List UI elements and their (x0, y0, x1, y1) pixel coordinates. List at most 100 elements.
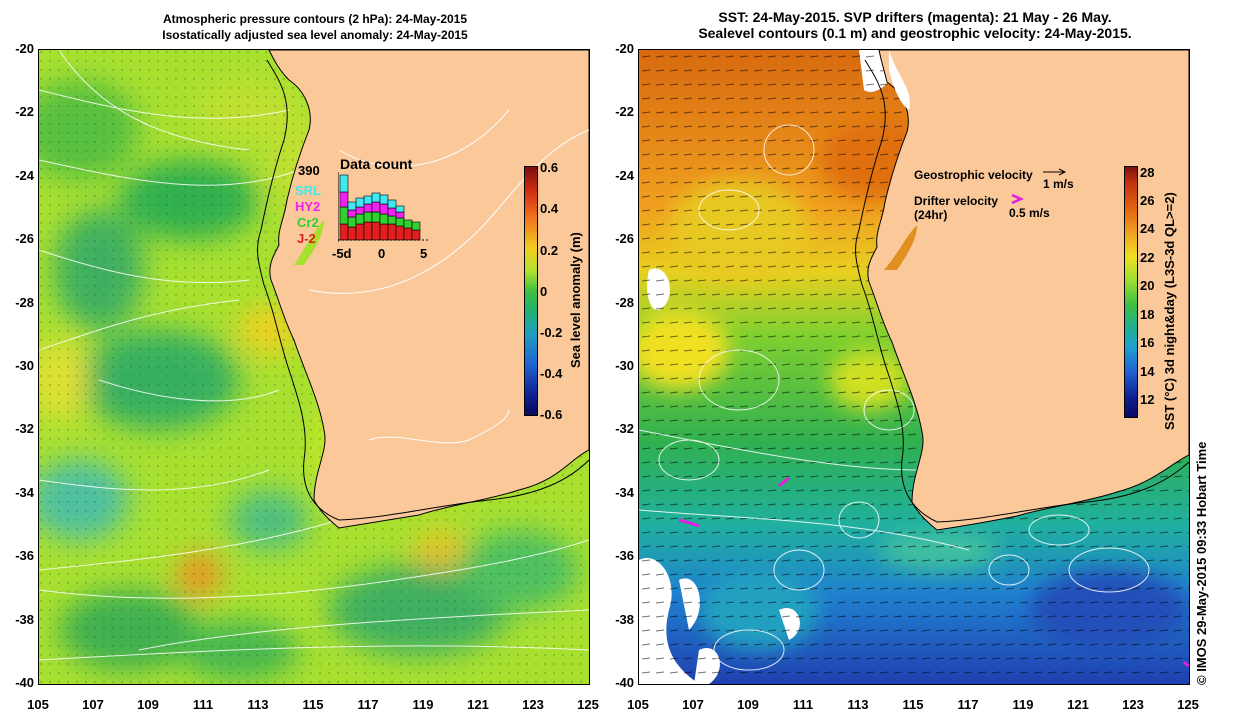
lon-tick-label: 119 (412, 697, 434, 712)
sst-tick: 26 (1140, 193, 1155, 208)
sea-level-anomaly-map (38, 49, 590, 685)
lon-tick-label: 105 (627, 697, 649, 712)
imos-credit: © IMOS 29-May-2015 09:33 Hobart Time (1194, 441, 1209, 685)
lat-tick-label: -20 (15, 41, 34, 56)
lat-tick-label: -40 (615, 675, 634, 690)
lon-tick-label: 119 (1012, 697, 1034, 712)
sst-tick: 22 (1140, 250, 1155, 265)
legend-j2: J-2 (297, 231, 316, 246)
shelf-break-contour (257, 59, 589, 521)
australia-land (268, 50, 589, 529)
left-title-line1: Atmospheric pressure contours (2 hPa): 2… (162, 12, 468, 26)
left-title-line2: Isostatically adjusted sea level anomaly… (162, 28, 468, 42)
sst-tick: 20 (1140, 278, 1155, 293)
lon-tick-label: 107 (82, 697, 104, 712)
right-title-line1: SST: 24-May-2015. SVP drifters (magenta)… (718, 9, 1112, 25)
lon-tick-label: 111 (792, 697, 814, 712)
hist-tick: -5d (332, 246, 352, 261)
sst-tick: 18 (1140, 307, 1155, 322)
sealevel-contours (639, 124, 1150, 671)
sla-colorbar-title: Sea level anomaly (m) (568, 232, 583, 368)
sst-tick: 24 (1140, 221, 1155, 236)
lat-tick-label: -28 (15, 294, 34, 310)
pressure-contours (39, 50, 589, 661)
lat-tick-label: -24 (615, 167, 634, 183)
lon-tick-label: 111 (192, 697, 214, 712)
hist-tick: 5 (420, 246, 428, 261)
lon-tick-label: 115 (902, 697, 924, 712)
hist-tick: 0 (378, 246, 386, 261)
lon-tick-label: 107 (682, 697, 704, 712)
drifter-arrow-icon (1011, 193, 1024, 205)
sla-tick: 0.2 (540, 243, 559, 258)
lat-tick-label: -40 (15, 675, 34, 690)
lon-tick-label: 117 (957, 697, 979, 712)
lat-tick-label: -32 (615, 421, 634, 437)
lon-tick-label: 109 (137, 697, 159, 712)
sst-tick: 12 (1140, 392, 1155, 407)
drifter-tracks (678, 476, 1189, 668)
sst-map-canvas (639, 50, 1189, 684)
lat-tick-label: -32 (15, 421, 34, 437)
geo-velocity-label: Geostrophic velocity (914, 168, 1033, 182)
sst-colorbar-title: SST (°C) 3d night&day (L3S-3d QL>=2) (1162, 192, 1177, 430)
legend-hy2: HY2 (295, 199, 321, 214)
lat-tick-label: -30 (15, 358, 34, 373)
data-count-title: Data count (340, 156, 413, 172)
sst-tick: 14 (1140, 364, 1155, 379)
sst-tick: 28 (1140, 165, 1155, 180)
sla-colorbar (524, 166, 538, 416)
lon-tick-label: 123 (522, 697, 544, 712)
australia-land-sst (867, 50, 1189, 531)
sla-tick: 0.4 (540, 201, 559, 216)
sst-tick: 16 (1140, 335, 1155, 350)
lat-tick-label: -20 (615, 41, 634, 56)
shark-bay (294, 220, 324, 265)
data-count-max: 390 (298, 163, 320, 178)
lon-tick-label: 125 (1177, 697, 1199, 712)
sst-map (638, 49, 1190, 685)
lat-tick-label: -34 (615, 484, 634, 500)
sla-tick: -0.6 (540, 407, 563, 422)
lon-tick-label: 105 (27, 697, 49, 712)
shelf-contour-sst (855, 59, 1189, 523)
lat-tick-label: -24 (15, 167, 34, 183)
right-title-line2: Sealevel contours (0.1 m) and geostrophi… (698, 25, 1132, 41)
sla-tick: 0 (540, 284, 548, 299)
lon-tick-label: 113 (247, 697, 269, 712)
left-map-title: Atmospheric pressure contours (2 hPa): 2… (40, 11, 590, 43)
north-cloud-patch (889, 50, 910, 110)
lat-tick-label: -26 (615, 231, 634, 247)
lat-tick-label: -34 (15, 484, 34, 500)
lat-tick-label: -38 (615, 611, 634, 627)
drifter-velocity-label-2: (24hr) (914, 208, 948, 222)
lon-tick-label: 121 (1067, 697, 1089, 712)
lat-tick-label: -38 (15, 611, 34, 627)
land-pressure-contours (308, 109, 589, 444)
lat-tick-label: -22 (15, 104, 34, 120)
sla-tick: 0.6 (540, 160, 559, 175)
right-map-title: SST: 24-May-2015. SVP drifters (magenta)… (640, 9, 1190, 41)
sla-tick: -0.2 (540, 325, 563, 340)
lon-tick-label: 109 (737, 697, 759, 712)
lon-tick-label: 115 (302, 697, 324, 712)
geo-velocity-arrow-icon (1043, 168, 1067, 176)
lon-tick-label: 125 (577, 697, 599, 712)
drifter-velocity-scale: 0.5 m/s (1009, 206, 1050, 220)
lat-tick-label: -22 (615, 104, 634, 120)
lon-tick-label: 121 (467, 697, 489, 712)
lat-tick-label: -36 (15, 548, 34, 564)
legend-srl: SRL (295, 183, 321, 198)
lon-tick-label: 113 (847, 697, 869, 712)
lat-tick-label: -26 (15, 231, 34, 247)
data-count-histogram (338, 172, 428, 242)
sla-map-canvas (39, 50, 589, 684)
lon-tick-label: 123 (1122, 697, 1144, 712)
geo-velocity-scale: 1 m/s (1043, 177, 1074, 191)
sla-tick: -0.4 (540, 366, 563, 381)
shark-bay-sst (884, 225, 917, 270)
lat-tick-label: -36 (615, 548, 634, 564)
lon-tick-label: 117 (357, 697, 379, 712)
legend-cr2: Cr2 (297, 215, 319, 230)
sst-colorbar (1124, 166, 1138, 418)
